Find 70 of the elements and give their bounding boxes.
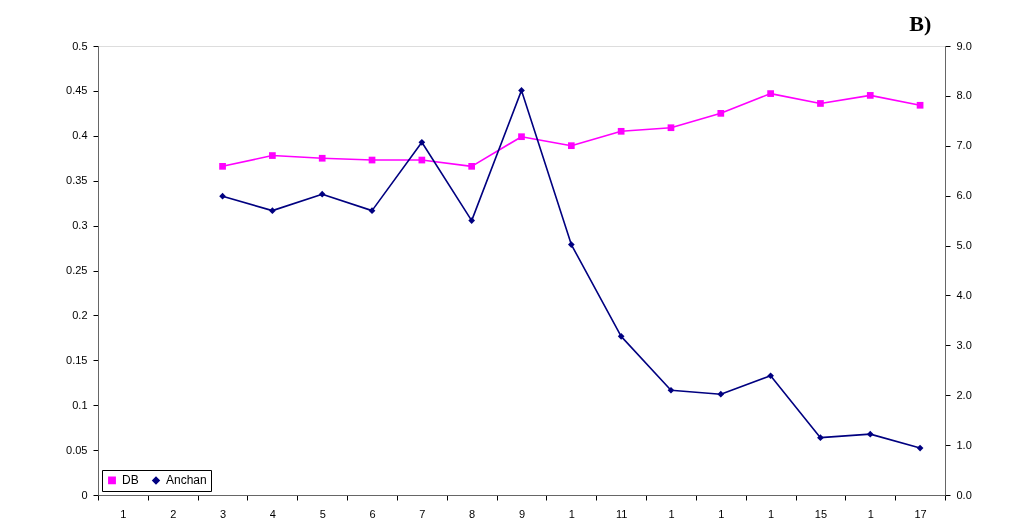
- y2-tick-label: 3.0: [956, 338, 972, 351]
- point: [717, 110, 725, 117]
- x-tick-label: 1: [718, 507, 725, 520]
- x-tick-label: 15: [814, 507, 828, 520]
- y-tick-label: 0.05: [66, 443, 88, 456]
- point: [269, 207, 276, 214]
- point: [318, 190, 326, 198]
- point: [368, 207, 376, 214]
- x-tick-label: 1: [120, 507, 127, 520]
- point: [617, 127, 625, 135]
- y-tick-label: 0.5: [72, 39, 88, 52]
- x-tick-label: 9: [518, 507, 526, 520]
- point: [817, 434, 824, 441]
- point: [767, 372, 774, 380]
- point: [418, 156, 426, 164]
- y-tick-label: 0.25: [66, 264, 88, 276]
- point: [468, 217, 476, 224]
- point: [468, 162, 476, 170]
- legend-label: DB: [122, 473, 139, 488]
- x-tick-label: 4: [269, 507, 276, 520]
- x-tick-label: 1: [768, 507, 775, 520]
- y-tick-label: 0: [81, 488, 88, 501]
- y2-tick-label: 8.0: [956, 89, 972, 102]
- chart-title: B): [909, 11, 932, 36]
- y2-tick-label: 5.0: [956, 239, 972, 252]
- point: [866, 92, 874, 99]
- x-tick-label: 6: [369, 507, 376, 520]
- point: [667, 386, 675, 394]
- y-tick-label: 0.3: [72, 219, 88, 232]
- point: [717, 390, 725, 398]
- point: [817, 100, 824, 107]
- y2-tick-label: 1.0: [956, 438, 972, 451]
- x-tick-label: 5: [319, 507, 326, 520]
- y2-tick-label: 9.0: [956, 39, 972, 52]
- y-tick-label: 0.1: [72, 398, 88, 411]
- y-tick-label: 0.4: [72, 129, 88, 142]
- legend-label: Anchan: [166, 473, 207, 488]
- x-tick-label: 3: [220, 507, 227, 520]
- y2-tick-label: 2.0: [956, 388, 972, 401]
- point: [518, 133, 525, 141]
- x-tick-label: 7: [419, 507, 426, 520]
- point: [518, 87, 525, 94]
- y-tick-label: 0.35: [66, 174, 88, 187]
- y2-tick-label: 7.0: [956, 139, 972, 152]
- point: [418, 138, 426, 146]
- y2-tick-label: 0.0: [956, 488, 972, 501]
- x-tick-label: 1: [867, 507, 874, 520]
- x-tick-label: 11: [615, 507, 628, 520]
- y-tick-label: 0.15: [66, 353, 88, 366]
- x-tick-label: 8: [469, 507, 476, 520]
- point: [318, 154, 326, 162]
- x-tick-label: 1: [568, 507, 575, 520]
- point: [567, 241, 575, 248]
- y-tick-label: 0.45: [66, 84, 88, 97]
- point: [269, 152, 276, 159]
- point: [567, 142, 575, 150]
- point: [219, 162, 226, 170]
- y2-tick-label: 4.0: [956, 288, 972, 301]
- point: [667, 124, 675, 132]
- y2-tick-label: 6.0: [956, 189, 972, 202]
- y-tick-label: 0.2: [72, 308, 88, 321]
- x-tick-label: 17: [914, 507, 927, 520]
- point: [219, 192, 226, 200]
- point: [767, 90, 774, 97]
- point: [617, 333, 625, 340]
- point: [866, 430, 874, 438]
- x-tick-label: 2: [170, 507, 177, 520]
- point: [916, 101, 924, 109]
- x-tick-label: 1: [668, 507, 675, 520]
- point: [916, 444, 924, 452]
